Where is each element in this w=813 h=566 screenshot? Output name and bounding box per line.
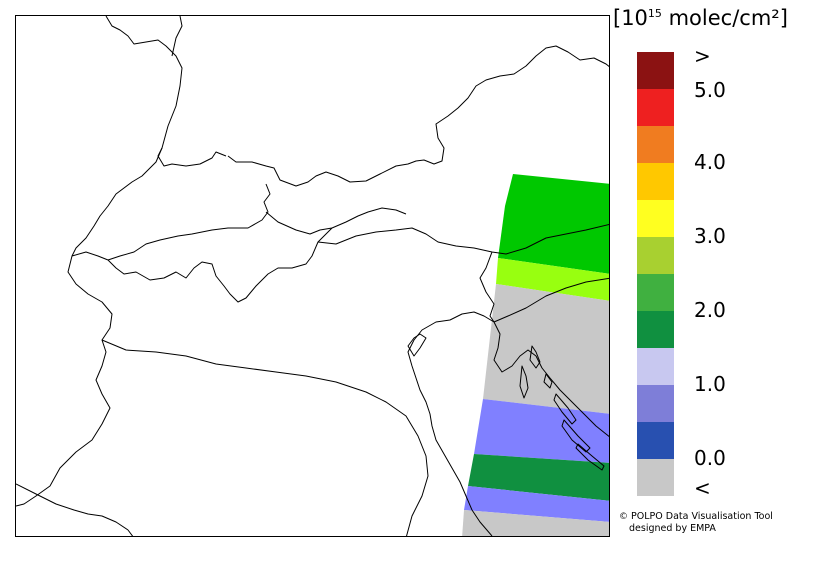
credit-text: © POLPO Data Visualisation Tool designed… bbox=[619, 511, 773, 534]
swath-band-grey-lower bbox=[462, 510, 609, 536]
legend-tick-label: 3.0 bbox=[694, 224, 726, 248]
border-france-germany bbox=[105, 16, 227, 167]
legend-swatch bbox=[637, 274, 674, 311]
border-austria-italy bbox=[317, 223, 609, 255]
legend-swatch bbox=[637, 385, 674, 422]
legend-swatch bbox=[637, 237, 674, 274]
coast-italy-ligurian bbox=[16, 483, 134, 536]
legend-swatch bbox=[637, 459, 674, 496]
legend-tick-label: < bbox=[694, 476, 711, 500]
legend-tick-label: > bbox=[694, 44, 711, 68]
border-italy-slovenia bbox=[479, 251, 495, 323]
legend-swatch bbox=[637, 348, 674, 385]
islands-dugi bbox=[561, 419, 591, 453]
swath-band-blue-lower bbox=[464, 486, 609, 522]
border-slovenia-croatia bbox=[493, 277, 609, 323]
border-switzerland-germany bbox=[107, 183, 271, 261]
legend-tick-label: 0.0 bbox=[694, 446, 726, 470]
legend-tick-label: 1.0 bbox=[694, 372, 726, 396]
legend-swatch bbox=[637, 311, 674, 348]
swath-band-darkgreen bbox=[468, 454, 609, 501]
copyright-symbol: © bbox=[619, 512, 628, 522]
swath-band-green bbox=[498, 174, 609, 274]
unit-label: [1015 molec/cm²] bbox=[613, 6, 788, 30]
credit-line-1: POLPO Data Visualisation Tool bbox=[631, 511, 773, 522]
border-france-italy bbox=[16, 255, 113, 507]
swath-band-blue-upper bbox=[474, 399, 609, 463]
coast-venice-lagoon bbox=[407, 333, 427, 357]
legend-swatch bbox=[637, 89, 674, 126]
legend-swatch bbox=[637, 422, 674, 459]
border-switzerland-austria bbox=[265, 207, 407, 235]
map-canvas bbox=[16, 16, 609, 536]
credit-line-2: designed by EMPA bbox=[629, 523, 716, 534]
legend-swatch bbox=[637, 52, 674, 89]
map-panel bbox=[15, 15, 610, 537]
border-germany-czech bbox=[171, 16, 183, 57]
islands-pag bbox=[553, 393, 577, 425]
swath-band-lime bbox=[496, 258, 609, 301]
legend-tick-label: 2.0 bbox=[694, 298, 726, 322]
satellite-swath bbox=[462, 174, 609, 536]
islands-cres bbox=[519, 365, 529, 399]
islands-kornati bbox=[575, 443, 605, 471]
islands-rab bbox=[543, 373, 553, 389]
coast-istria bbox=[493, 321, 609, 438]
border-switzerland-italy bbox=[107, 227, 333, 303]
legend-swatch bbox=[637, 200, 674, 237]
border-italy-regions bbox=[101, 339, 429, 536]
swath-band-grey-upper bbox=[483, 284, 609, 414]
border-france-switzerland bbox=[71, 147, 163, 261]
legend-swatch bbox=[637, 126, 674, 163]
map-borders bbox=[16, 16, 609, 536]
legend-tick-label: 4.0 bbox=[694, 150, 726, 174]
legend-swatch bbox=[637, 163, 674, 200]
coast-italy-adriatic bbox=[407, 311, 495, 536]
border-germany-austria bbox=[227, 45, 609, 187]
islands-krk bbox=[529, 345, 541, 369]
legend-tick-label: 5.0 bbox=[694, 78, 726, 102]
